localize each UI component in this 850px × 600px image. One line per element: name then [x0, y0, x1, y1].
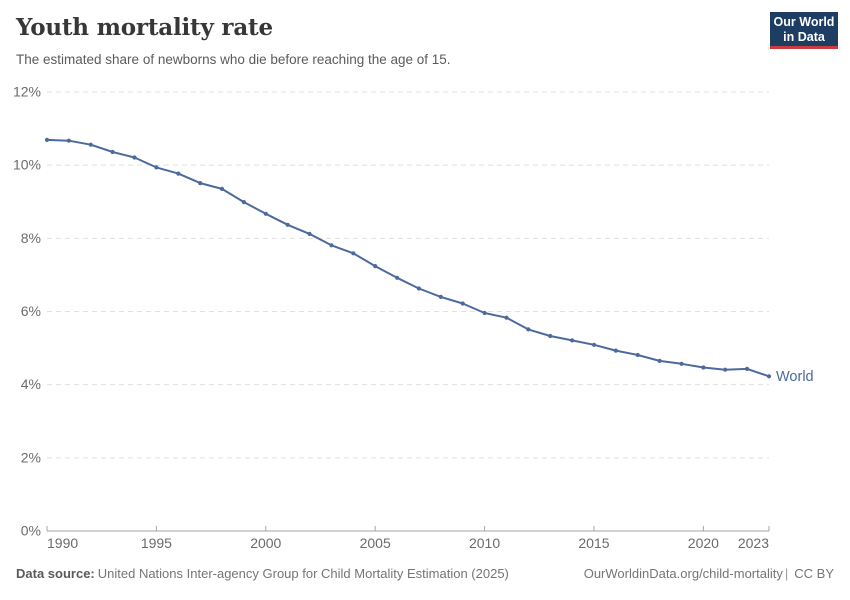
x-axis-tick-label: 1995 — [141, 535, 172, 551]
x-axis-tick-label: 1990 — [47, 535, 78, 551]
world-series-line — [46, 138, 770, 378]
series-end-label: World — [776, 369, 814, 385]
chart-subtitle: The estimated share of newborns who die … — [16, 52, 451, 67]
y-axis-tick-label: 2% — [21, 449, 41, 465]
footer-links: OurWorldinData.org/child-mortality | CC BY — [582, 566, 834, 581]
y-axis-tick-label: 12% — [13, 84, 41, 100]
world-data-point — [154, 165, 159, 170]
world-data-point — [613, 348, 618, 353]
x-axis-tick-label: 2005 — [360, 535, 391, 551]
x-axis-tick-label: 2000 — [250, 535, 281, 551]
world-data-point — [263, 211, 268, 216]
y-axis-tick-label: 10% — [13, 157, 41, 173]
chart-title: Youth mortality rate — [16, 14, 273, 41]
world-data-point — [373, 264, 378, 269]
data-source-value: United Nations Inter-agency Group for Ch… — [97, 566, 509, 581]
chart-footer: Data source: United Nations Inter-agency … — [16, 566, 834, 581]
world-data-point — [44, 137, 50, 142]
y-axis-tick-label: 0% — [21, 523, 41, 539]
world-data-point — [438, 294, 443, 299]
world-data-point — [416, 286, 421, 291]
world-data-point — [766, 374, 772, 379]
world-data-point — [745, 366, 750, 371]
y-axis-tick-label: 8% — [21, 230, 41, 246]
footer-separator: | — [784, 566, 789, 581]
world-data-point — [635, 352, 640, 358]
world-data-point — [132, 155, 137, 160]
owid-logo-line1: Our World — [773, 15, 835, 29]
world-data-point — [591, 342, 597, 347]
x-axis-tick-label: 2010 — [469, 535, 500, 551]
world-data-point — [460, 301, 465, 306]
owid-logo[interactable]: Our World in Data — [770, 12, 838, 49]
world-data-point — [723, 367, 728, 372]
world-data-point — [351, 251, 356, 256]
world-data-point — [526, 327, 531, 332]
world-data-point — [219, 186, 225, 191]
data-source-label: Data source: — [16, 566, 95, 581]
x-axis-tick-label: 2023 — [738, 535, 769, 551]
data-source: Data source: United Nations Inter-agency … — [16, 566, 509, 581]
y-axis-tick-label: 4% — [21, 376, 41, 392]
world-data-point — [329, 243, 334, 248]
x-axis-tick-label: 2015 — [578, 535, 609, 551]
world-data-point — [679, 361, 684, 366]
world-data-point — [66, 138, 71, 143]
world-data-point — [176, 171, 181, 176]
world-data-point — [110, 149, 115, 155]
world-data-point — [241, 200, 246, 205]
owid-logo-line2: in Data — [783, 29, 825, 44]
world-data-point — [548, 333, 553, 339]
world-data-point — [307, 231, 312, 236]
license-link[interactable]: CC BY — [794, 566, 834, 581]
world-data-point — [570, 338, 575, 343]
owid-url-link[interactable]: OurWorldinData.org/child-mortality — [583, 566, 783, 581]
y-axis-tick-label: 6% — [21, 303, 41, 319]
world-data-point — [285, 222, 290, 227]
world-data-point — [504, 315, 509, 320]
world-data-point — [701, 365, 706, 370]
world-data-point — [657, 358, 662, 363]
line-chart: 0% 2% 4% 6% 8% 10% 12% 1990 1995 2000 2005 2010 2015… — [13, 84, 814, 552]
x-axis-tick-label: 2020 — [688, 535, 719, 551]
world-data-point — [88, 142, 93, 147]
world-data-point — [198, 181, 203, 186]
world-data-point — [395, 275, 400, 280]
world-data-point — [482, 310, 487, 316]
